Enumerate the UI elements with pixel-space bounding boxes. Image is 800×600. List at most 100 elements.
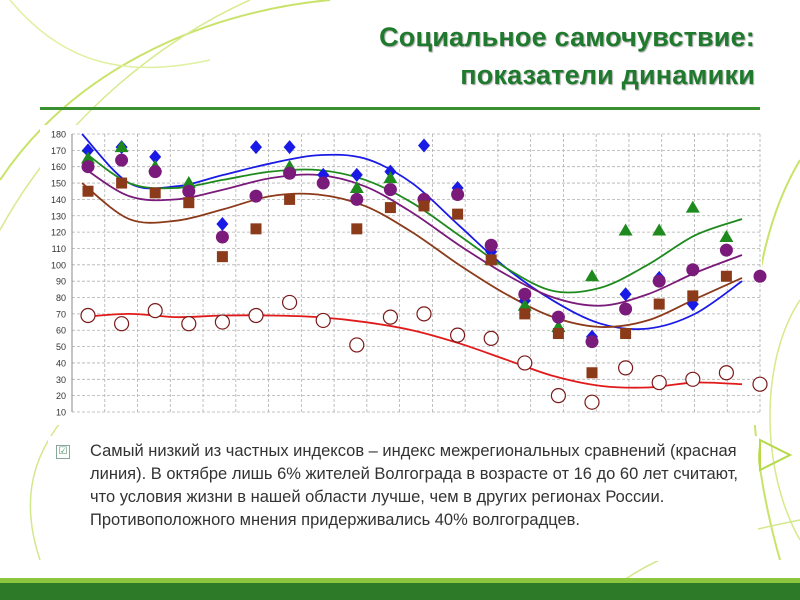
data-point — [80, 307, 96, 324]
data-point — [551, 310, 565, 324]
data-point — [182, 184, 196, 198]
data-point — [382, 309, 398, 325]
y-tick-label: 100 — [51, 260, 66, 270]
data-point — [483, 330, 499, 347]
data-point — [550, 388, 567, 404]
data-point — [216, 251, 228, 263]
data-point — [113, 316, 130, 332]
data-point — [719, 230, 734, 243]
data-point — [719, 243, 733, 257]
data-point — [82, 143, 94, 158]
data-point — [316, 176, 330, 190]
y-tick-label: 50 — [56, 342, 66, 352]
footer-accent-bar — [0, 578, 800, 583]
y-tick-label: 80 — [56, 293, 66, 303]
data-point — [687, 290, 699, 302]
title-divider — [40, 107, 760, 110]
data-point — [418, 200, 430, 212]
y-tick-label: 10 — [56, 408, 66, 418]
data-point — [148, 165, 162, 179]
data-point — [519, 308, 531, 320]
y-tick-label: 70 — [56, 309, 66, 319]
data-point — [81, 151, 95, 164]
data-point — [586, 367, 598, 379]
data-point — [518, 287, 532, 301]
data-point — [585, 335, 599, 349]
y-tick-label: 120 — [51, 228, 66, 238]
caption-text: Самый низкий из частных индексов – индек… — [90, 442, 739, 529]
data-point — [215, 230, 229, 244]
data-point — [181, 176, 196, 189]
data-point — [753, 269, 767, 283]
data-point — [147, 303, 163, 319]
y-tick-label: 150 — [51, 179, 66, 189]
data-point — [283, 140, 296, 155]
data-point — [416, 306, 432, 322]
caption-panel — [48, 436, 758, 561]
data-point — [450, 327, 466, 343]
data-point — [619, 302, 633, 316]
y-tick-label: 40 — [56, 358, 66, 368]
data-point — [282, 294, 298, 311]
data-point — [116, 177, 128, 189]
checkbox-bullet-icon: ☑ — [56, 445, 70, 459]
data-point — [250, 140, 262, 155]
data-point — [585, 269, 599, 282]
data-point — [351, 223, 363, 235]
data-point — [652, 223, 667, 236]
data-point — [349, 180, 364, 193]
y-tick-label: 110 — [52, 244, 66, 254]
data-point — [685, 371, 701, 387]
data-point — [181, 316, 197, 332]
data-point — [653, 298, 665, 310]
trend-line — [81, 182, 743, 328]
data-point — [284, 193, 296, 205]
data-point — [485, 254, 497, 266]
data-point — [216, 216, 229, 231]
data-point — [718, 365, 735, 381]
data-point — [752, 376, 768, 392]
data-point — [552, 328, 564, 340]
data-point — [315, 312, 331, 329]
data-point — [149, 149, 162, 164]
y-tick-label: 30 — [56, 375, 66, 385]
data-point — [619, 287, 632, 302]
data-point — [248, 307, 264, 324]
corner-arrow-icon — [759, 438, 793, 472]
data-point — [686, 263, 700, 277]
data-point — [250, 223, 262, 235]
data-point — [620, 328, 632, 340]
y-tick-label: 130 — [51, 211, 66, 221]
data-point — [383, 183, 397, 197]
data-point — [651, 374, 667, 391]
y-tick-label: 160 — [51, 162, 66, 172]
data-point — [618, 223, 633, 236]
data-point — [349, 337, 365, 353]
data-point — [82, 185, 94, 197]
data-point — [685, 200, 700, 213]
slide-title-line-1: Социальное самочувствие: — [379, 22, 755, 52]
data-point — [517, 355, 533, 371]
slide-title-line-2: показатели динамики — [460, 60, 755, 90]
data-point — [418, 138, 430, 153]
data-point — [452, 208, 464, 220]
data-point — [114, 140, 129, 153]
data-point — [617, 360, 634, 376]
data-point — [149, 187, 161, 199]
data-point — [720, 270, 732, 282]
y-tick-label: 180 — [51, 130, 66, 140]
data-point — [115, 153, 129, 167]
data-point — [584, 394, 600, 410]
y-tick-label: 90 — [56, 277, 66, 287]
y-tick-label: 170 — [51, 146, 66, 156]
y-tick-label: 140 — [51, 195, 66, 205]
data-point — [484, 238, 498, 252]
data-point — [451, 188, 465, 202]
y-tick-label: 20 — [56, 391, 66, 401]
data-point — [283, 166, 297, 180]
y-tick-label: 60 — [56, 326, 66, 336]
data-point — [214, 314, 230, 330]
data-point — [249, 189, 263, 203]
data-point — [350, 192, 364, 206]
